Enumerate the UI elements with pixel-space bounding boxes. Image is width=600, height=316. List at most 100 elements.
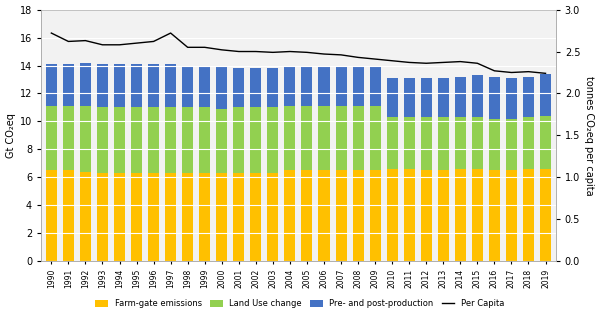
Bar (250, 173, 262, 261)
Bar (268, 173, 278, 261)
Bar (335, 170, 347, 261)
Bar (46, 170, 57, 261)
Per Capita (65, 40, 72, 43)
Bar (404, 169, 415, 261)
Bar (353, 170, 364, 261)
Bar (370, 170, 380, 261)
Bar (540, 74, 551, 116)
Bar (114, 64, 125, 107)
Bar (233, 173, 244, 261)
Bar (131, 64, 142, 107)
Per Capita (82, 39, 89, 42)
Per Capita (542, 71, 549, 75)
Per Capita (457, 60, 464, 64)
Per Capita (371, 57, 379, 61)
Bar (114, 107, 125, 173)
Bar (284, 170, 295, 261)
Bar (370, 106, 380, 170)
Bar (216, 109, 227, 173)
Per Capita (48, 31, 55, 35)
Bar (233, 107, 244, 173)
Bar (335, 106, 347, 170)
Bar (216, 173, 227, 261)
Bar (353, 67, 364, 106)
Per Capita (389, 59, 396, 63)
Bar (301, 106, 313, 170)
Per Capita (508, 70, 515, 74)
Bar (131, 173, 142, 261)
Bar (250, 68, 262, 107)
Per Capita (491, 69, 498, 73)
Bar (370, 65, 380, 106)
Bar (421, 170, 432, 261)
Bar (421, 117, 432, 170)
Bar (284, 106, 295, 170)
Bar (165, 107, 176, 173)
Bar (182, 107, 193, 173)
Bar (472, 75, 483, 117)
Bar (182, 65, 193, 107)
Bar (438, 170, 449, 261)
Bar (80, 63, 91, 106)
Bar (523, 169, 534, 261)
Bar (489, 118, 500, 170)
Per Capita (422, 61, 430, 65)
Bar (506, 170, 517, 261)
Bar (319, 65, 329, 106)
Bar (523, 117, 534, 169)
Bar (97, 107, 108, 173)
Bar (301, 65, 313, 106)
Y-axis label: tonnes CO₂eq per capita: tonnes CO₂eq per capita (584, 76, 595, 195)
Bar (268, 68, 278, 107)
Bar (404, 117, 415, 169)
Bar (540, 169, 551, 261)
Bar (268, 107, 278, 173)
Bar (216, 67, 227, 109)
Bar (63, 170, 74, 261)
Bar (148, 173, 159, 261)
Bar (80, 106, 91, 172)
Bar (353, 106, 364, 170)
Legend: Farm-gate emissions, Land Use change, Pre- and post-production, Per Capita: Farm-gate emissions, Land Use change, Pr… (92, 296, 508, 312)
Bar (284, 65, 295, 106)
Bar (489, 77, 500, 118)
Bar (80, 172, 91, 261)
Bar (233, 68, 244, 107)
Per Capita (116, 43, 123, 47)
Bar (199, 107, 210, 173)
Per Capita (235, 50, 242, 53)
Bar (319, 106, 329, 170)
Per Capita (133, 41, 140, 45)
Bar (148, 64, 159, 107)
Bar (63, 64, 74, 106)
Per Capita (167, 31, 174, 35)
Bar (386, 117, 398, 169)
Bar (506, 118, 517, 170)
Bar (199, 65, 210, 107)
Per Capita (320, 52, 328, 56)
Bar (438, 78, 449, 117)
Bar (386, 169, 398, 261)
Bar (455, 77, 466, 117)
Bar (540, 116, 551, 169)
Bar (63, 106, 74, 170)
Bar (421, 78, 432, 117)
Per Capita (304, 51, 311, 54)
Per Capita (184, 46, 191, 49)
Bar (114, 173, 125, 261)
Bar (404, 78, 415, 117)
Bar (165, 64, 176, 107)
Per Capita (99, 43, 106, 47)
Per Capita (525, 70, 532, 74)
Bar (523, 77, 534, 117)
Per Capita (218, 48, 226, 52)
Per Capita (201, 46, 208, 49)
Per Capita (440, 61, 447, 64)
Bar (199, 173, 210, 261)
Bar (472, 117, 483, 169)
Per Capita (269, 51, 277, 54)
Per Capita (286, 50, 293, 53)
Bar (455, 169, 466, 261)
Bar (250, 107, 262, 173)
Bar (131, 107, 142, 173)
